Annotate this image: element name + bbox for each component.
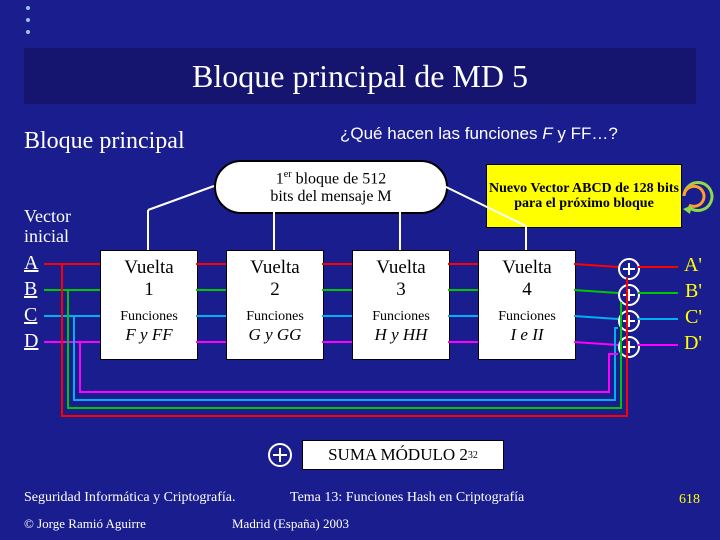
out-D: D' — [684, 332, 702, 355]
round-fun-label: Funciones — [353, 309, 449, 325]
round-box-1: Vuelta 1 Funciones F y FF — [100, 250, 198, 360]
round-fun: H y HH — [353, 325, 449, 345]
out-A: A' — [684, 254, 702, 277]
round-box-2: Vuelta 2 Funciones G y GG — [226, 250, 324, 360]
round-box-4: Vuelta 4 Funciones I e II — [478, 250, 576, 360]
round-fun-label: Funciones — [101, 309, 197, 325]
round-head: Vuelta — [227, 257, 323, 279]
round-num: 2 — [227, 279, 323, 301]
subtitle: Bloque principal — [24, 128, 185, 155]
round-num: 3 — [353, 279, 449, 301]
round-fun-label: Funciones — [479, 309, 575, 325]
round-head: Vuelta — [479, 257, 575, 279]
adder-icon — [618, 336, 640, 358]
vector-label: inicial — [24, 226, 69, 247]
suma-modulo-box: SUMA MÓDULO 232 — [302, 440, 504, 470]
footer-place: Madrid (España) 2003 — [232, 516, 349, 532]
question-part: ¿Qué hacen las funciones — [340, 124, 542, 143]
dot-icon — [26, 6, 30, 10]
block-line2: bits del mensaje M — [270, 188, 391, 206]
adder-icon — [618, 258, 640, 280]
title-bar: Bloque principal de MD 5 — [24, 48, 696, 104]
block-line1: 1er bloque de 512 — [276, 169, 386, 188]
dot-icon — [26, 30, 30, 34]
suma-plus-icon — [268, 443, 292, 467]
question-part: y FF…? — [553, 124, 618, 143]
question-part-italic: F — [542, 124, 552, 143]
vec-B: B — [24, 278, 37, 301]
slide-title: Bloque principal de MD 5 — [192, 58, 528, 95]
out-C: C' — [685, 306, 702, 329]
deco-dots — [26, 6, 30, 34]
adder-icon — [618, 284, 640, 306]
footer-topic: Tema 13: Funciones Hash en Criptografía — [290, 490, 524, 506]
question-text: ¿Qué hacen las funciones F y FF…? — [340, 124, 618, 144]
block-message-oval: 1er bloque de 512 bits del mensaje M — [214, 160, 448, 214]
footer-left: Seguridad Informática y Criptografía. — [24, 490, 235, 506]
vec-C: C — [24, 304, 37, 327]
footer-author: © Jorge Ramió Aguirre — [24, 516, 146, 532]
vec-A: A — [24, 252, 38, 275]
cycle-arrow-icon — [680, 176, 714, 216]
round-fun: G y GG — [227, 325, 323, 345]
vec-D: D — [24, 330, 38, 353]
out-B: B' — [685, 280, 702, 303]
round-num: 1 — [101, 279, 197, 301]
round-fun-label: Funciones — [227, 309, 323, 325]
round-head: Vuelta — [353, 257, 449, 279]
round-box-3: Vuelta 3 Funciones H y HH — [352, 250, 450, 360]
round-fun: I e II — [479, 325, 575, 345]
vector-label: Vector — [24, 206, 71, 227]
round-num: 4 — [479, 279, 575, 301]
new-vector-box: Nuevo Vector ABCD de 128 bits para el pr… — [486, 164, 682, 228]
round-fun: F y FF — [101, 325, 197, 345]
page-number: 618 — [679, 492, 700, 508]
adder-icon — [618, 310, 640, 332]
dot-icon — [26, 18, 30, 22]
round-head: Vuelta — [101, 257, 197, 279]
